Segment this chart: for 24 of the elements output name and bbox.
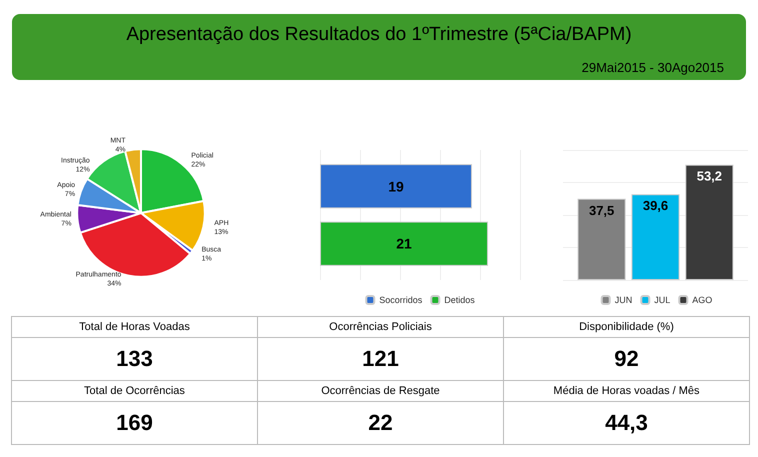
text: Ocorrências de Resgate: [258, 380, 504, 402]
text: 133: [12, 338, 258, 380]
text: 29Mai2015 - 30Ago2015: [582, 60, 724, 75]
text: Média de Horas voadas / Mês: [504, 380, 750, 402]
data-label: 21: [396, 236, 412, 252]
legend-label: JUN: [614, 295, 632, 305]
data-label: 39,6: [642, 198, 668, 214]
text: 169: [12, 402, 258, 444]
text: Ocorrências Policiais: [258, 316, 504, 338]
text: Total de Horas Voadas: [12, 316, 258, 338]
legend-label: AGO: [692, 295, 712, 305]
data-label: 37,5: [588, 202, 614, 218]
text: 121: [258, 338, 504, 380]
legend-label: Socorridos: [379, 295, 423, 305]
text: 92: [504, 338, 750, 380]
data-label: 53,2: [696, 168, 722, 184]
legend-label: JUL: [654, 295, 670, 305]
text: 22: [258, 402, 504, 444]
legend-label: Detidos: [444, 295, 476, 305]
text: 44,3: [504, 402, 750, 444]
text: Apresentação dos Resultados do 1ºTrimestre (5ªCia/BAPM): [125, 24, 633, 46]
data-label: 19: [388, 178, 404, 194]
text: Total de Ocorrências: [12, 380, 258, 402]
text: Disponibilidade (%): [504, 316, 750, 338]
